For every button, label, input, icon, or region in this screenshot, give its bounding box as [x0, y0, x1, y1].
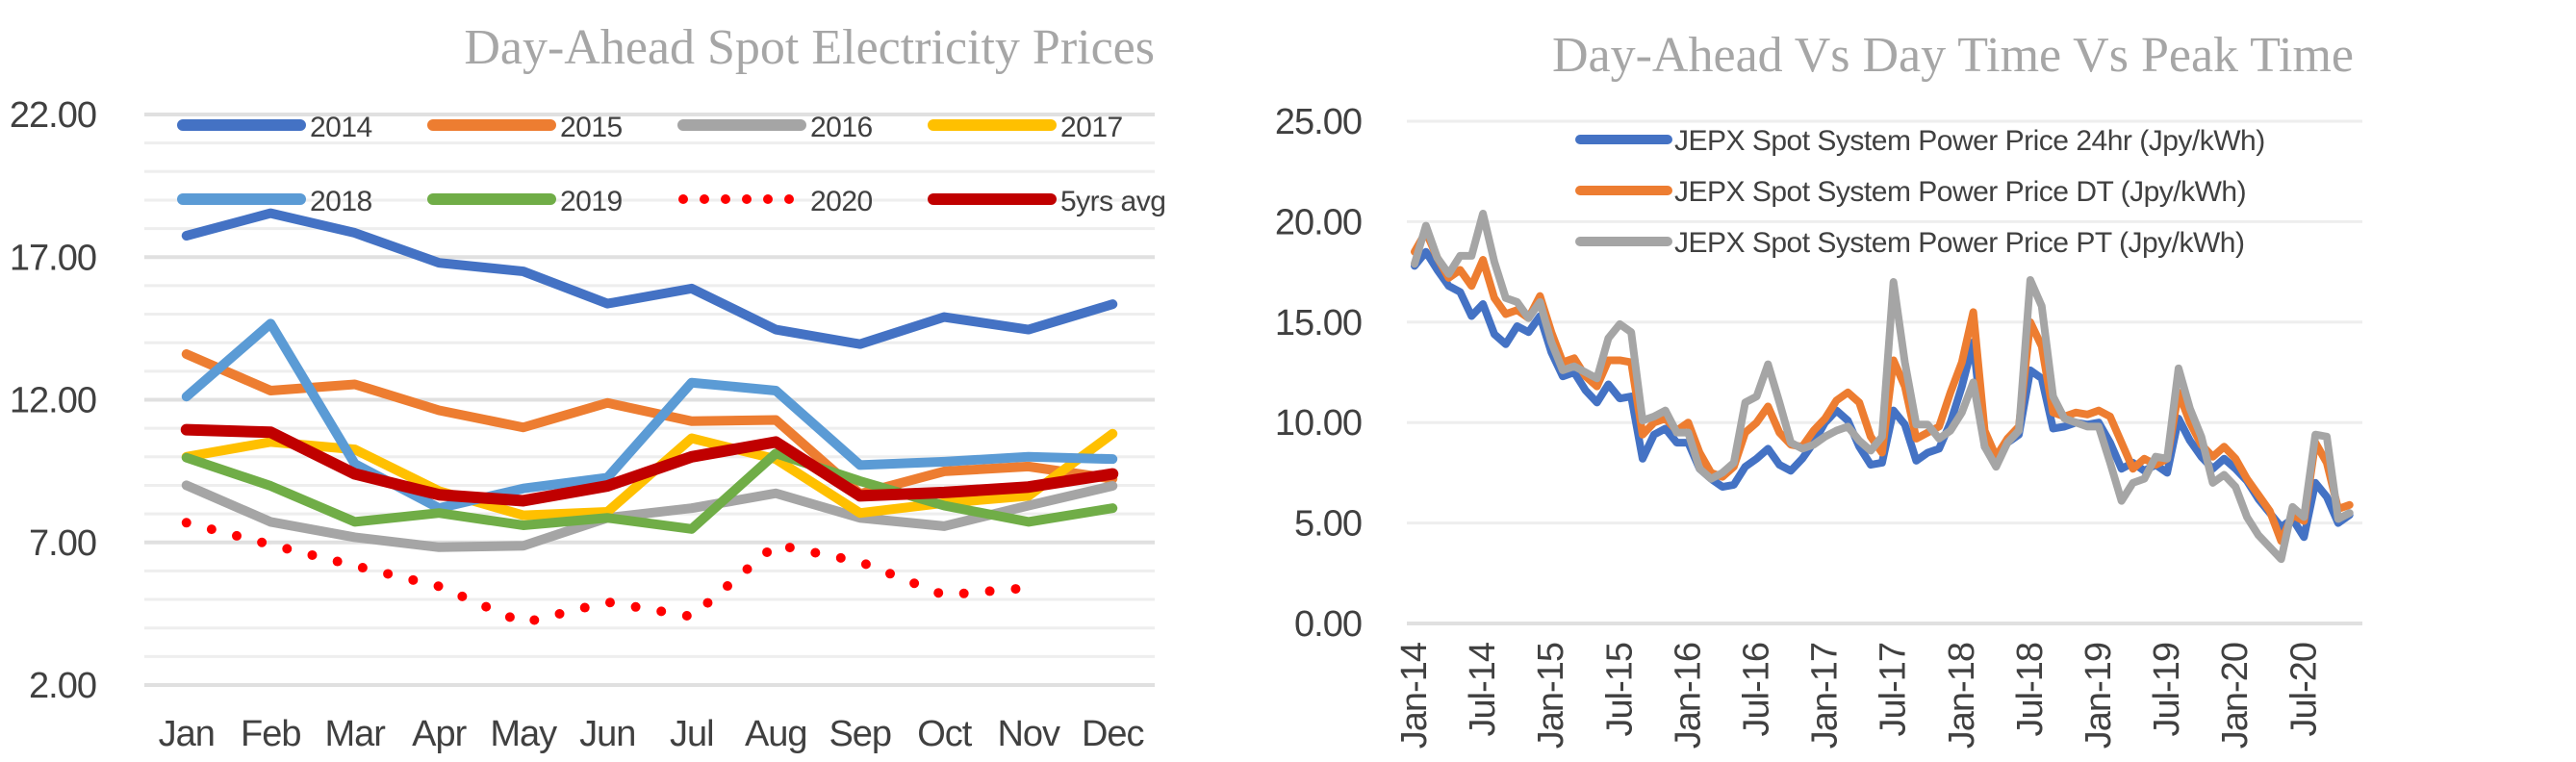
y-tick-label: 2.00 [29, 666, 96, 706]
y-tick-label: 7.00 [29, 523, 96, 564]
series-line-24hr [1411, 247, 2354, 542]
legend-label: 2020 [810, 186, 873, 217]
series-line-2015 [181, 349, 1118, 499]
x-tick-label: Jul-14 [1463, 642, 1503, 736]
x-tick-label: Jan-17 [1805, 643, 1846, 749]
y-tick-label: 0.00 [1294, 604, 1362, 645]
y-tick-label: 5.00 [1294, 504, 1362, 545]
x-tick-label: Jul [670, 714, 714, 754]
series-line-2014 [181, 208, 1118, 349]
legend-label: 5yrs avg [1060, 186, 1165, 217]
series-line-dt [1411, 227, 2354, 546]
legend-label: 2018 [310, 186, 372, 217]
legend-label: 2016 [810, 112, 873, 143]
x-tick-label: Nov [997, 714, 1060, 754]
y-tick-label: 20.00 [1275, 202, 1362, 242]
y-tick-label: 15.00 [1275, 303, 1362, 343]
x-tick-label: Jan-15 [1531, 643, 1571, 749]
legend-label: 2019 [560, 186, 623, 217]
x-tick-label: May [490, 714, 557, 754]
x-tick-label: Jan [159, 714, 215, 754]
series-line-2018 [181, 318, 1118, 514]
x-tick-label: Jan-16 [1668, 643, 1708, 749]
x-tick-label: Jul-17 [1874, 643, 1914, 737]
legend-label: JEPX Spot System Power Price 24hr (Jpy/k… [1674, 125, 2265, 157]
x-tick-label: Mar [325, 714, 387, 754]
series-line-2019 [181, 448, 1118, 534]
series-line-2016 [181, 480, 1118, 552]
x-tick-label: Feb [241, 714, 300, 754]
x-tick-label: Jan-14 [1394, 642, 1435, 749]
series-line-5yrs-avg [180, 423, 1119, 507]
x-tick-label: Jul-18 [2010, 643, 2051, 737]
chart-day-ahead-spot-prices: Day-Ahead Spot Electricity Prices 2.00 7.… [10, 20, 1166, 754]
legend-label: 2017 [1060, 112, 1123, 143]
x-tick-label: Apr [412, 714, 467, 754]
x-tick-label: Jan-19 [2079, 643, 2119, 749]
series-line-pt [1411, 210, 2354, 564]
legend-label: JEPX Spot System Power Price DT (Jpy/kWh… [1674, 176, 2246, 208]
x-tick-label: Jun [579, 714, 635, 754]
x-tick-label: Jan-20 [2215, 643, 2256, 749]
x-tick-label: Jul-15 [1599, 643, 1640, 737]
legend-label: JEPX Spot System Power Price PT (Jpy/kWh… [1674, 227, 2244, 259]
series-line-2020 [181, 518, 1033, 628]
y-tick-label: 25.00 [1275, 102, 1362, 142]
x-tick-label: Oct [917, 714, 973, 754]
y-tick-label: 12.00 [10, 381, 96, 421]
chart-day-ahead-vs-day-vs-peak: Day-Ahead Vs Day Time Vs Peak Time 0.00 5… [1275, 28, 2362, 749]
x-tick-label: Dec [1082, 714, 1144, 754]
x-tick-label: Jul-20 [2283, 643, 2324, 737]
legend-label: 2014 [310, 112, 372, 143]
legend-label: 2015 [560, 112, 623, 143]
x-tick-label: Jul-16 [1737, 643, 1777, 737]
chart1-title: Day-Ahead Spot Electricity Prices [464, 20, 1155, 75]
x-tick-label: Aug [745, 714, 807, 754]
y-tick-label: 17.00 [10, 238, 96, 278]
y-tick-label: 22.00 [10, 95, 96, 136]
y-tick-label: 10.00 [1275, 403, 1362, 444]
chart2-title: Day-Ahead Vs Day Time Vs Peak Time [1552, 28, 2354, 83]
x-tick-label: Jan-18 [1942, 643, 1982, 749]
x-tick-label: Sep [829, 714, 891, 754]
x-tick-label: Jul-19 [2147, 643, 2187, 737]
